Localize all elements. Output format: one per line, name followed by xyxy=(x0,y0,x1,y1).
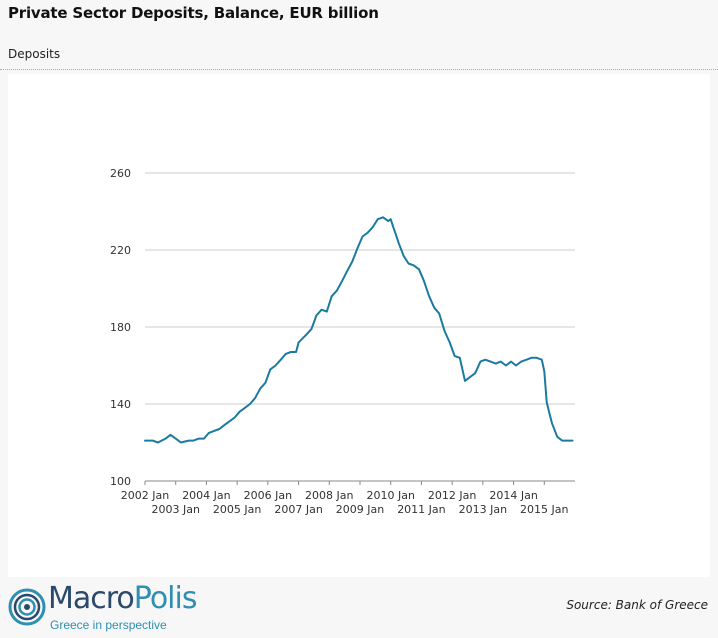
footer: MacroPolis Greece in perspective Source:… xyxy=(0,577,718,638)
plot-area xyxy=(144,216,574,444)
logo-wordmark: MacroPolis xyxy=(48,581,198,616)
x-axis: 2002 Jan 2004 Jan 2006 Jan 2008 Jan 2010 Jan… xyxy=(121,480,575,516)
chart-subtitle: Deposits xyxy=(8,47,61,61)
logo-macro-text: Macro xyxy=(48,581,135,616)
x-tick-label: 2008 Jan xyxy=(305,489,353,502)
y-tick-label: 220 xyxy=(110,244,131,257)
chart-panel: 100 140 180 220 260 2002 Jan 2004 Jan 2006 Jan… xyxy=(8,74,710,577)
y-axis: 100 140 180 220 260 xyxy=(110,167,131,488)
x-tick-label: 2006 Jan xyxy=(244,489,292,502)
line-chart: 100 140 180 220 260 2002 Jan 2004 Jan 2006 Jan… xyxy=(110,167,575,516)
x-tick-label: 2003 Jan xyxy=(151,503,199,516)
x-tick-label: 2009 Jan xyxy=(336,503,384,516)
x-tick-label: 2015 Jan xyxy=(520,503,568,516)
logo-tagline: Greece in perspective xyxy=(50,618,167,632)
x-tick-label: 2005 Jan xyxy=(213,503,261,516)
y-tick-label: 140 xyxy=(110,398,131,411)
x-tick-label: 2004 Jan xyxy=(182,489,230,502)
x-tick-label: 2012 Jan xyxy=(428,489,476,502)
y-tick-label: 100 xyxy=(110,475,131,488)
series-line xyxy=(144,216,574,444)
source-note: Source: Bank of Greece xyxy=(566,598,708,612)
x-tick-label: 2007 Jan xyxy=(274,503,322,516)
x-tick-label: 2010 Jan xyxy=(366,489,414,502)
gridlines xyxy=(145,172,575,405)
logo-polis-text: Polis xyxy=(133,581,198,616)
y-tick-label: 260 xyxy=(110,167,131,180)
x-tick-label: 2013 Jan xyxy=(459,503,507,516)
x-tick-label: 2002 Jan xyxy=(121,489,169,502)
logo-mark-icon xyxy=(8,588,46,626)
x-tick-label: 2011 Jan xyxy=(397,503,445,516)
x-tick-label: 2014 Jan xyxy=(489,489,537,502)
header-divider xyxy=(0,69,718,70)
chart-title: Private Sector Deposits, Balance, EUR bi… xyxy=(8,4,379,22)
y-tick-label: 180 xyxy=(110,321,131,334)
macropolis-logo: MacroPolis Greece in perspective xyxy=(8,581,228,633)
